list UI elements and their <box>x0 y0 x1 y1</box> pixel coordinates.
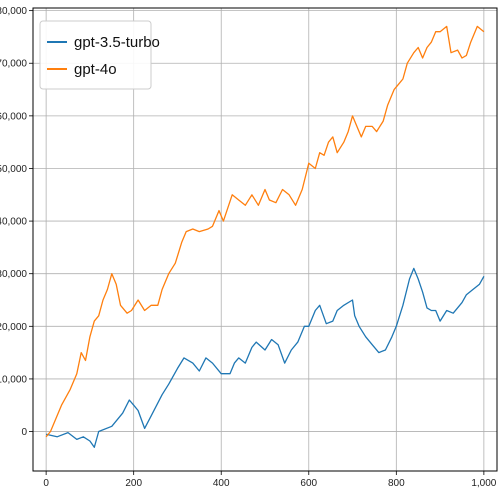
series-line-gpt-3-5-turbo <box>45 267 485 448</box>
x-tick-label: 600 <box>300 478 317 489</box>
axis-ticks: 0 10,000 20,000 30,000 40,000 50,000 60,000 70,… <box>0 6 497 489</box>
y-tick-label: 50,000 <box>0 164 27 175</box>
legend-label-gpt-3-5-turbo: gpt-3.5-turbo <box>74 34 160 51</box>
legend-label-gpt-4o: gpt-4o <box>74 61 117 78</box>
series-lines <box>45 25 485 448</box>
x-tick-label: 0 <box>43 478 49 489</box>
x-tick-label: 1,000 <box>471 478 496 489</box>
y-tick-label: 0 <box>21 427 27 438</box>
legend-box <box>39 20 152 90</box>
y-tick-label: 10,000 <box>0 374 27 385</box>
y-tick-label: 40,000 <box>0 217 27 228</box>
y-tick-label: 70,000 <box>0 59 27 70</box>
y-tick-label: 20,000 <box>0 322 27 333</box>
x-tick-label: 200 <box>125 478 142 489</box>
series-line-gpt-4o <box>45 25 485 438</box>
y-tick-label: 30,000 <box>0 269 27 280</box>
y-tick-label: 80,000 <box>0 6 27 17</box>
x-tick-label: 800 <box>388 478 405 489</box>
x-tick-label: 400 <box>213 478 230 489</box>
y-tick-label: 60,000 <box>0 111 27 122</box>
plot-frame <box>32 7 498 472</box>
legend: gpt-3.5-turbo gpt-4o <box>39 20 160 90</box>
